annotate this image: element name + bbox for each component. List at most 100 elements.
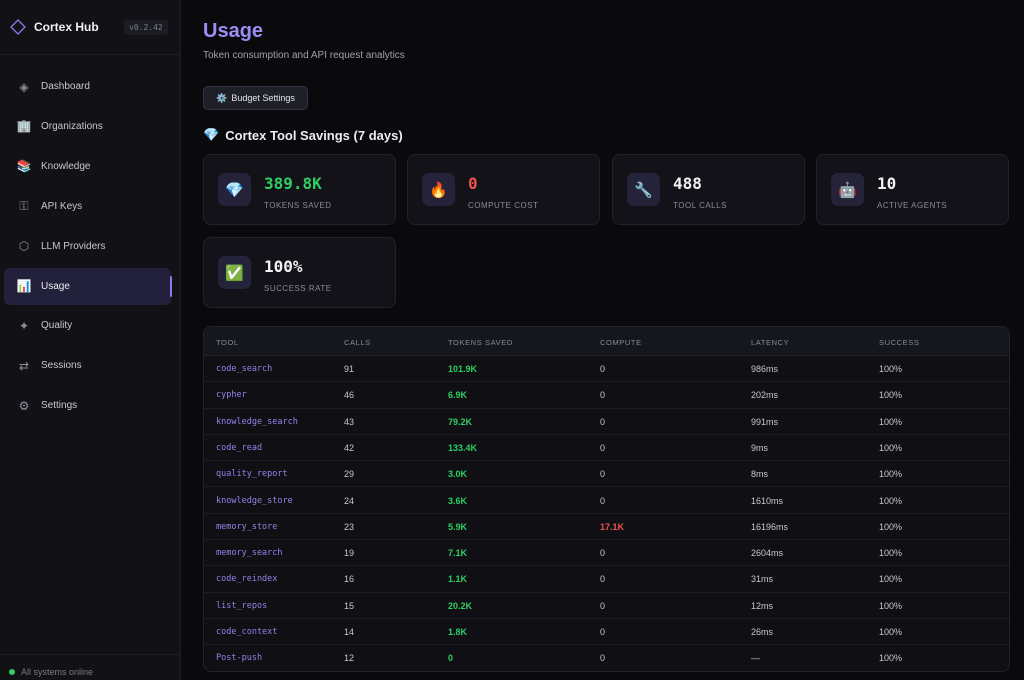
stat-card-success-rate: ✅ 100% SUCCESS RATE [203, 237, 396, 308]
cell-latency: 202ms [751, 390, 779, 401]
cell-latency: 8ms [751, 469, 769, 480]
cell-calls: 14 [344, 627, 355, 637]
gem-icon: 💎 [218, 173, 251, 206]
tool-usage-table: TOOL CALLS TOKENS SAVED COMPUTE LATENCY SUCCE… [203, 326, 1010, 672]
stat-card-compute-cost: 🔥 0 COMPUTE COST [407, 154, 600, 225]
cell-latency: 31ms [751, 574, 774, 585]
cell-calls: 24 [344, 495, 355, 506]
cell-tool[interactable]: knowledge_store [216, 495, 293, 506]
column-header-tokens-saved[interactable]: TOKENS SAVED [448, 338, 513, 347]
building-icon: 🏢 [16, 119, 32, 134]
cell-tokens-saved: 3.0K [448, 469, 468, 480]
cell-success: 100% [879, 495, 903, 506]
table-row[interactable]: quality_report 29 3.0K 0 8ms 100% [204, 461, 1009, 488]
stat-value: 389.8K [264, 174, 322, 193]
cell-latency: 1610ms [751, 495, 784, 506]
table-row[interactable]: knowledge_store 24 3.6K 0 1610ms 100% [204, 488, 1009, 514]
sidebar-item-api-keys[interactable]: ⚿ API Keys [4, 188, 171, 225]
savings-title-text: Cortex Tool Savings (7 days) [225, 127, 403, 143]
stat-value: 10 [877, 174, 897, 193]
cell-tokens-saved: 1.1K [448, 574, 468, 585]
gear-icon: ⚙️ [216, 92, 228, 103]
cell-tool[interactable]: code_search [216, 364, 273, 374]
sidebar-item-organizations[interactable]: 🏢 Organizations [4, 108, 171, 145]
cell-tool[interactable]: quality_report [216, 469, 288, 480]
column-header-compute[interactable]: COMPUTE [600, 338, 642, 347]
table-row[interactable]: code_context 14 1.8K 0 26ms 100% [204, 619, 1009, 646]
cell-calls: 12 [344, 653, 355, 664]
table-row[interactable]: code_reindex 16 1.1K 0 31ms 100% [204, 566, 1009, 593]
cell-calls: 42 [344, 442, 355, 453]
cell-tool[interactable]: memory_store [216, 521, 278, 532]
cell-success: 100% [879, 574, 903, 585]
column-header-calls[interactable]: CALLS [344, 338, 371, 347]
wrench-icon: 🔧 [627, 173, 660, 206]
cell-latency: 12ms [751, 600, 774, 611]
table-header: TOOL CALLS TOKENS SAVED COMPUTE LATENCY SUCCE… [204, 327, 1009, 356]
cell-success: 100% [879, 469, 903, 480]
sidebar-item-label: API Keys [41, 200, 83, 212]
sidebar-item-quality[interactable]: ✦ Quality [4, 307, 171, 344]
cell-tool[interactable]: knowledge_search [216, 416, 298, 427]
table-row[interactable]: Post-push 12 0 0 — 100% [204, 645, 1009, 671]
cell-latency: 16196ms [751, 521, 789, 532]
table-row[interactable]: code_read 42 133.4K 0 9ms 100% [204, 435, 1009, 462]
stat-caption: SUCCESS RATE [264, 284, 332, 293]
cell-success: 100% [879, 416, 903, 427]
cell-success: 100% [879, 627, 903, 637]
page-subtitle: Token consumption and API request analyt… [203, 50, 405, 61]
cell-tokens-saved: 101.9K [448, 364, 478, 374]
cell-latency: — [751, 653, 760, 664]
key-icon: ⚿ [19, 198, 29, 213]
cell-tool[interactable]: Post-push [216, 653, 263, 664]
cell-success: 100% [879, 390, 903, 401]
table-row[interactable]: memory_store 23 5.9K 17.1K 16196ms 100% [204, 514, 1009, 541]
table-row[interactable]: knowledge_search 43 79.2K 0 991ms 100% [204, 409, 1009, 435]
cell-success: 100% [879, 600, 903, 611]
stat-caption: TOOL CALLS [673, 201, 727, 210]
column-header-latency[interactable]: LATENCY [751, 338, 790, 347]
sidebar-item-label: LLM Providers [41, 240, 106, 252]
cell-latency: 986ms [751, 364, 779, 374]
cell-tool[interactable]: code_context [216, 627, 278, 637]
table-row[interactable]: memory_search 19 7.1K 0 2604ms 100% [204, 540, 1009, 567]
sidebar-item-knowledge[interactable]: 📚 Knowledge [4, 148, 171, 185]
sidebar-item-dashboard[interactable]: ◈ Dashboard [4, 68, 171, 105]
cell-compute: 0 [600, 416, 606, 427]
sidebar-item-settings[interactable]: ⚙ Settings [4, 387, 171, 424]
cell-compute: 0 [600, 495, 606, 506]
sidebar-item-usage[interactable]: 📊 Usage [4, 267, 172, 305]
stat-caption: ACTIVE AGENTS [877, 201, 948, 210]
cell-calls: 15 [344, 600, 355, 611]
stat-caption: TOKENS SAVED [264, 201, 332, 210]
hexagon-icon: ⬡ [18, 239, 30, 254]
table-row[interactable]: cypher 46 6.9K 0 202ms 100% [204, 382, 1009, 409]
cell-latency: 991ms [751, 416, 779, 427]
sidebar-item-sessions[interactable]: ⇄ Sessions [4, 347, 171, 384]
cell-tool[interactable]: memory_search [216, 548, 283, 559]
stat-value: 0 [468, 174, 478, 193]
logo-diamond-icon [10, 19, 26, 35]
stat-value: 488 [673, 174, 702, 193]
cell-tokens-saved: 79.2K [448, 416, 473, 427]
budget-settings-button[interactable]: ⚙️ Budget Settings [203, 86, 308, 110]
cell-tool[interactable]: list_repos [216, 600, 268, 611]
status-dot [9, 669, 15, 675]
table-row[interactable]: list_repos 15 20.2K 0 12ms 100% [204, 593, 1009, 619]
table-row[interactable]: code_search 91 101.9K 0 986ms 100% [204, 356, 1009, 383]
cell-tool[interactable]: code_reindex [216, 574, 278, 585]
books-icon: 📚 [16, 159, 32, 174]
gem-icon: 💎 [203, 127, 220, 142]
stat-caption: COMPUTE COST [468, 201, 539, 210]
cell-tool[interactable]: code_read [216, 442, 263, 453]
cell-tool[interactable]: cypher [216, 390, 247, 401]
sidebar-item-label: Usage [41, 280, 70, 292]
sidebar-item-label: Dashboard [41, 81, 90, 92]
brand-header: Cortex Hub v0.2.42 [0, 0, 181, 55]
cell-compute: 17.1K [600, 521, 625, 532]
cell-compute: 0 [600, 627, 606, 637]
sidebar-item-llm-providers[interactable]: ⬡ LLM Providers [4, 228, 171, 265]
column-header-tool[interactable]: TOOL [216, 338, 239, 347]
column-header-success[interactable]: SUCCESS [879, 338, 920, 347]
cell-calls: 43 [344, 416, 355, 427]
